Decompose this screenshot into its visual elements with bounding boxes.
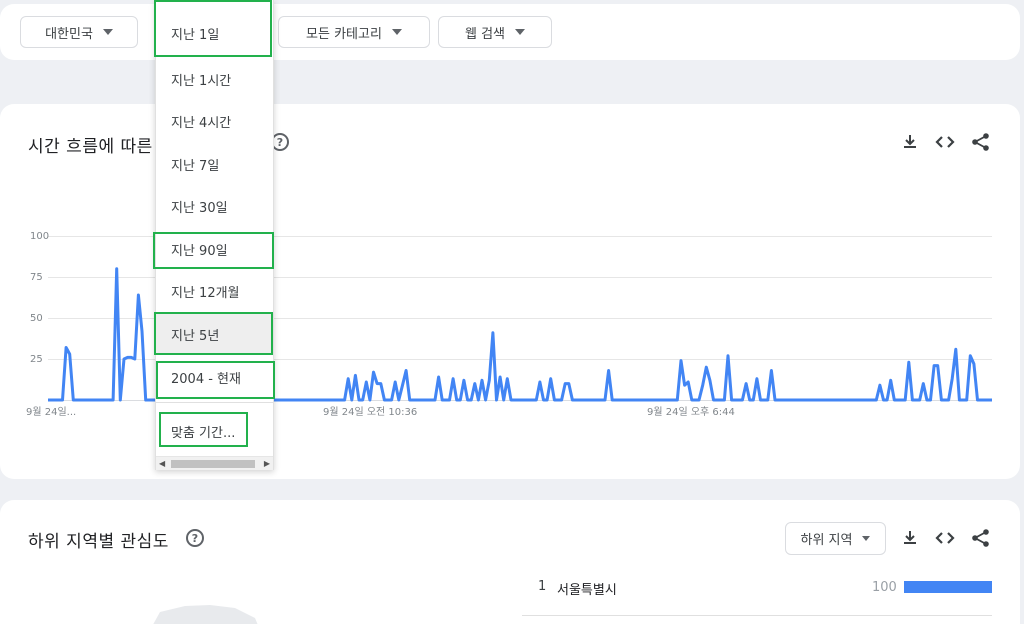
chevron-down-icon: [102, 29, 113, 35]
share-icon[interactable]: [970, 131, 992, 153]
rank-number: 1: [538, 579, 547, 594]
scroll-right-icon[interactable]: ▶: [263, 459, 270, 468]
gridline: [48, 236, 992, 237]
divider: [522, 615, 992, 616]
region-filter-label: 대한민국: [45, 26, 93, 42]
chevron-down-icon: [391, 29, 402, 35]
help-icon[interactable]: ?: [186, 529, 204, 547]
period-option-5y[interactable]: 지난 5년: [156, 314, 273, 354]
region-card-title: 하위 지역별 관심도: [28, 532, 169, 552]
subregion-dropdown[interactable]: 하위 지역: [785, 522, 886, 555]
download-icon[interactable]: [899, 527, 921, 549]
y-tick-label: 25: [30, 354, 43, 365]
interest-over-time-card: 시간 흐름에 따른 ? 100 75 50 25 9월 24일... 9월 24…: [0, 104, 1020, 479]
trend-line-chart: [48, 267, 992, 402]
search-type-filter-label: 웹 검색: [464, 26, 505, 42]
download-icon[interactable]: [899, 131, 921, 153]
share-icon[interactable]: [970, 527, 992, 549]
rank-value: 100: [872, 580, 897, 595]
period-option-7d[interactable]: 지난 7일: [171, 158, 220, 174]
menu-divider: [156, 402, 273, 403]
filter-bar: 대한민국 모든 카테고리 웹 검색: [0, 4, 1020, 60]
period-selected-option[interactable]: 지난 1일: [171, 27, 220, 43]
y-tick-label: 100: [30, 231, 50, 242]
search-type-filter[interactable]: 웹 검색: [438, 16, 552, 48]
gridline: [48, 318, 992, 319]
scrollbar-thumb[interactable]: [171, 460, 255, 468]
menu-horizontal-scrollbar[interactable]: ◀ ▶: [156, 456, 273, 470]
period-option-custom[interactable]: 맞춤 기간...: [171, 425, 236, 441]
chart-card-title: 시간 흐름에 따른: [28, 137, 153, 157]
period-option-1h[interactable]: 지난 1시간: [171, 73, 232, 89]
subregion-dropdown-label: 하위 지역: [800, 533, 853, 548]
gridline: [48, 359, 992, 360]
period-option-30d[interactable]: 지난 30일: [171, 200, 228, 216]
chevron-down-icon: [515, 29, 525, 35]
category-filter-label: 모든 카테고리: [306, 26, 382, 42]
embed-icon[interactable]: [934, 131, 956, 153]
gridline: [48, 277, 992, 278]
period-option-2004[interactable]: 2004 - 현재: [171, 371, 241, 387]
period-option-4h[interactable]: 지난 4시간: [171, 115, 232, 131]
period-option-12m[interactable]: 지난 12개월: [171, 285, 240, 301]
interest-by-subregion-card: 하위 지역별 관심도 ? 하위 지역 1 서울특별시 100: [0, 500, 1020, 624]
y-tick-label: 75: [30, 272, 43, 283]
region-filter[interactable]: 대한민국: [20, 16, 138, 48]
y-tick-label: 50: [30, 313, 43, 324]
chevron-down-icon: [862, 536, 871, 541]
map-shape: [153, 605, 258, 624]
scroll-left-icon[interactable]: ◀: [159, 459, 166, 468]
rank-bar: [904, 581, 992, 593]
x-tick-label: 9월 24일...: [26, 407, 77, 418]
category-filter[interactable]: 모든 카테고리: [278, 16, 430, 48]
period-option-90d[interactable]: 지난 90일: [171, 243, 228, 259]
rank-region-name[interactable]: 서울특별시: [557, 583, 617, 598]
x-tick-label: 9월 24일 오전 10:36: [323, 407, 418, 418]
embed-icon[interactable]: [934, 527, 956, 549]
period-dropdown-menu: 지난 1일 지난 1시간 지난 4시간 지난 7일 지난 30일 지난 90일 …: [155, 0, 274, 470]
x-tick-label: 9월 24일 오후 6:44: [647, 407, 735, 418]
